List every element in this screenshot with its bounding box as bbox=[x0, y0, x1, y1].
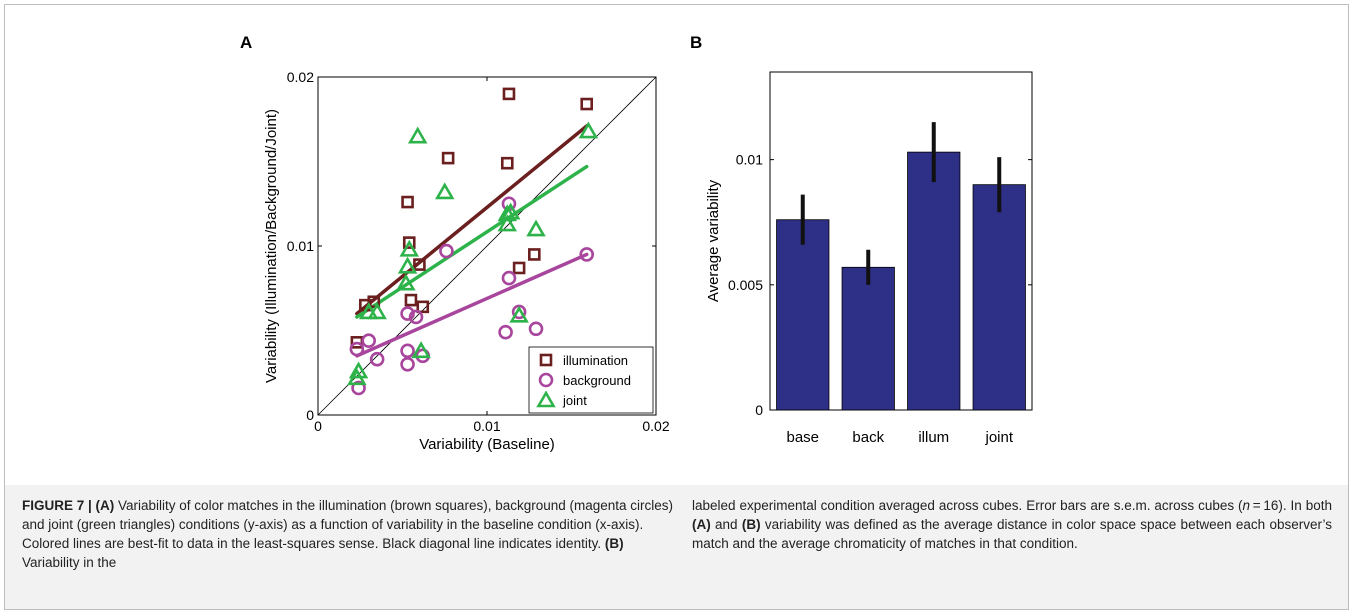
data-point-background bbox=[528, 321, 544, 337]
data-point-illumination bbox=[580, 97, 594, 111]
fit-line-background bbox=[355, 252, 589, 358]
identity-line bbox=[317, 76, 657, 416]
y-axis-label-b: Average variability bbox=[705, 179, 722, 302]
data-point-illumination bbox=[528, 248, 541, 261]
data-point-illumination bbox=[441, 151, 455, 165]
data-point-joint bbox=[367, 302, 387, 320]
data-point-background bbox=[408, 309, 424, 325]
data-point-joint bbox=[497, 214, 518, 232]
data-point-illumination bbox=[416, 300, 430, 314]
x-tick-label-b: base bbox=[786, 429, 819, 446]
data-point-illumination bbox=[512, 261, 526, 275]
fit-line-joint bbox=[355, 164, 589, 319]
data-point-joint bbox=[500, 202, 521, 220]
data-point-joint bbox=[411, 341, 431, 359]
data-point-illumination bbox=[401, 195, 414, 209]
data-point-illumination bbox=[367, 295, 381, 309]
data-point-joint bbox=[407, 126, 428, 144]
figure-caption-right: labeled experimental condition averaged … bbox=[692, 498, 1332, 551]
data-point-joint bbox=[509, 305, 529, 323]
x-tick-label-b: back bbox=[852, 429, 884, 446]
data-point-background bbox=[349, 341, 365, 357]
y-tick-label-a: 0 bbox=[306, 407, 314, 423]
legend-marker-illumination bbox=[539, 353, 553, 367]
y-axis-label-a: Variability (Illumination/Background/Joi… bbox=[263, 109, 280, 383]
x-tick-label-a: 0 bbox=[314, 418, 322, 434]
y-tick-label-a: 0.02 bbox=[287, 69, 314, 85]
legend-marker-joint bbox=[536, 390, 556, 408]
data-point-illumination bbox=[502, 87, 516, 101]
bar-joint bbox=[972, 184, 1026, 411]
data-point-background bbox=[439, 243, 454, 259]
y-tick-label-b: 0.01 bbox=[736, 152, 763, 168]
data-point-background bbox=[369, 351, 385, 367]
legend-marker-background bbox=[538, 372, 554, 388]
data-point-background bbox=[400, 306, 415, 321]
plot-area-b bbox=[769, 71, 1033, 411]
data-point-background bbox=[351, 380, 366, 396]
data-point-illumination bbox=[402, 236, 416, 249]
data-point-joint bbox=[397, 256, 418, 274]
scatter-chart-a: A 0 0.01 0.02 0 0.01 0.02 Variability (Baselin… bbox=[240, 33, 670, 453]
data-point-joint bbox=[399, 239, 420, 257]
bar-base bbox=[776, 219, 830, 411]
data-point-background bbox=[579, 247, 595, 262]
data-point-illumination bbox=[500, 156, 514, 170]
caption-background bbox=[5, 485, 1348, 609]
data-point-joint bbox=[578, 121, 599, 139]
x-tick-label-a: 0.01 bbox=[473, 418, 500, 434]
fit-line-illumination bbox=[355, 124, 589, 316]
data-point-illumination bbox=[413, 258, 426, 271]
figure-frame bbox=[4, 4, 1349, 610]
legend-label-joint: joint bbox=[562, 393, 587, 408]
y-tick-label-b: 0.005 bbox=[728, 277, 763, 293]
legend-a bbox=[528, 346, 654, 414]
data-point-background bbox=[501, 270, 517, 286]
data-point-joint bbox=[396, 273, 416, 291]
legend-label-illumination: illumination bbox=[563, 353, 628, 368]
figure-caption-left: FIGURE 7 | (A) Variability of color matc… bbox=[22, 498, 674, 570]
x-tick-label-b: joint bbox=[984, 429, 1013, 446]
bar-back bbox=[841, 266, 895, 411]
data-point-background bbox=[498, 324, 513, 340]
x-tick-label-a: 0.02 bbox=[642, 418, 669, 434]
y-tick-label-a: 0.01 bbox=[287, 238, 314, 254]
panel-label-b: B bbox=[690, 33, 702, 52]
x-tick-label-b: illum bbox=[918, 429, 949, 446]
data-point-joint bbox=[434, 182, 455, 200]
data-point-background bbox=[361, 333, 377, 348]
legend-label-background: background bbox=[563, 373, 631, 388]
data-point-illumination bbox=[404, 293, 418, 307]
data-point-background bbox=[400, 356, 415, 372]
data-point-joint bbox=[348, 361, 369, 379]
data-point-joint bbox=[526, 219, 546, 237]
bar-illum bbox=[907, 151, 961, 411]
bar-chart-b: B 0 0.005 0.01 Average variability base back i… bbox=[690, 33, 1033, 446]
panel-label-a: A bbox=[240, 33, 252, 52]
data-point-background bbox=[400, 343, 415, 359]
data-point-joint bbox=[497, 204, 518, 222]
x-axis-label-a: Variability (Baseline) bbox=[419, 436, 555, 453]
y-tick-label-b: 0 bbox=[755, 402, 763, 418]
